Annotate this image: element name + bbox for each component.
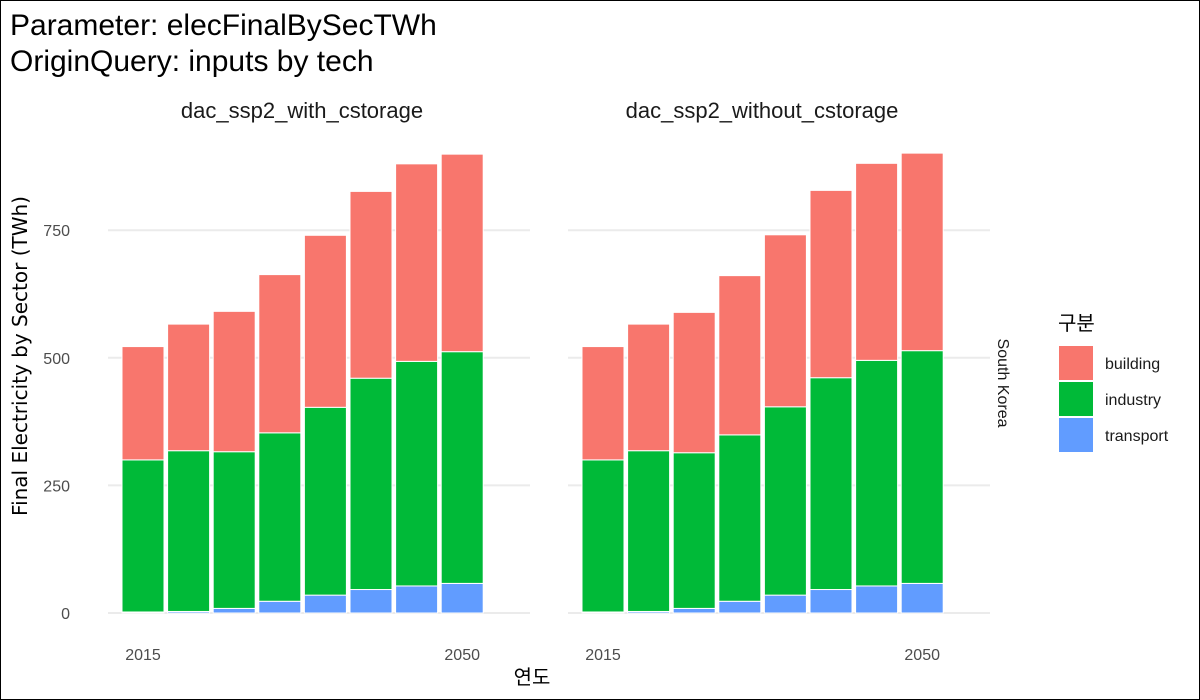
legend-key-transport (1059, 418, 1093, 452)
bar-transport-2045-panel-2 (855, 585, 899, 614)
bar-industry-2025-panel-2 (672, 452, 716, 609)
bar-building-2045-panel-1 (395, 163, 439, 362)
bar-industry-2020-panel-1 (167, 450, 211, 612)
x-tick-label: 2050 (444, 647, 480, 664)
legend-key-industry (1059, 382, 1093, 416)
bar-industry-2030-panel-2 (718, 434, 762, 602)
bar-industry-2050-panel-1 (440, 351, 484, 584)
bar-industry-2020-panel-2 (627, 450, 671, 612)
bar-building-2035-panel-2 (763, 234, 807, 408)
bar-transport-2040-panel-1 (349, 589, 393, 614)
bar-building-2025-panel-2 (672, 311, 716, 454)
bar-building-2045-panel-2 (855, 162, 899, 361)
bar-building-2040-panel-1 (349, 190, 393, 379)
bar-industry-2040-panel-2 (809, 377, 853, 591)
row-facet-label: South Korea (994, 339, 1011, 428)
bar-industry-2030-panel-1 (258, 432, 302, 602)
bar-building-2030-panel-2 (718, 275, 762, 436)
bar-transport-2030-panel-2 (718, 600, 762, 614)
y-tick-label: 750 (43, 223, 70, 240)
legend-label-transport: transport (1105, 428, 1169, 445)
bar-industry-2045-panel-1 (395, 360, 439, 587)
bar-transport-2045-panel-1 (395, 585, 439, 614)
bar-industry-2035-panel-2 (763, 406, 807, 596)
bar-building-2050-panel-1 (440, 153, 484, 353)
bar-industry-2015-panel-2 (581, 459, 625, 613)
bar-transport-2025-panel-1 (212, 607, 256, 614)
bar-building-2015-panel-1 (121, 346, 165, 461)
chart-title-line-2: OriginQuery: inputs by tech (10, 45, 374, 78)
bar-industry-2045-panel-2 (855, 359, 899, 587)
bar-building-2015-panel-2 (581, 346, 625, 461)
bar-transport-2040-panel-2 (809, 589, 853, 614)
y-tick-labels: 0 250 500 750 (43, 223, 70, 623)
bar-transport-2050-panel-1 (440, 582, 484, 614)
bar-building-2025-panel-1 (212, 310, 256, 453)
bar-building-2035-panel-1 (303, 234, 347, 408)
y-axis-title: Final Electricity by Sector (TWh) (8, 196, 32, 516)
bar-industry-2015-panel-1 (121, 459, 165, 613)
x-tick-label: 2050 (904, 647, 940, 664)
bar-transport-2050-panel-2 (900, 582, 944, 614)
legend: 구분 building industry transport (1058, 311, 1169, 452)
bar-transport-2025-panel-2 (672, 607, 716, 614)
bar-transport-2035-panel-1 (303, 594, 347, 614)
bar-building-2050-panel-2 (900, 152, 944, 352)
bar-building-2040-panel-2 (809, 189, 853, 379)
legend-title: 구분 (1058, 311, 1095, 335)
bar-transport-2035-panel-2 (763, 594, 807, 614)
bar-building-2020-panel-2 (627, 323, 671, 452)
bar-industry-2035-panel-1 (303, 406, 347, 596)
bar-building-2020-panel-1 (167, 323, 211, 452)
y-tick-label: 0 (61, 606, 70, 623)
bar-building-2030-panel-1 (258, 274, 302, 434)
x-tick-labels: 2015 2050 2015 2050 (125, 647, 940, 664)
x-tick-label: 2015 (125, 647, 161, 664)
bar-industry-2040-panel-1 (349, 377, 393, 591)
y-tick-label: 500 (43, 351, 70, 368)
x-tick-label: 2015 (585, 647, 621, 664)
y-tick-label: 250 (43, 478, 70, 495)
chart-title-line-1: Parameter: elecFinalBySecTWh (10, 9, 437, 42)
legend-label-industry: industry (1105, 392, 1161, 409)
bar-transport-2030-panel-1 (258, 600, 302, 614)
legend-label-building: building (1105, 356, 1160, 373)
facet-label-1: dac_ssp2_with_cstorage (181, 98, 423, 123)
legend-key-building (1059, 346, 1093, 380)
bar-industry-2050-panel-2 (900, 350, 944, 584)
bar-industry-2025-panel-1 (212, 451, 256, 609)
x-axis-title: 연도 (514, 665, 551, 689)
facet-label-2: dac_ssp2_without_cstorage (626, 98, 899, 123)
bars-layer (121, 152, 944, 614)
